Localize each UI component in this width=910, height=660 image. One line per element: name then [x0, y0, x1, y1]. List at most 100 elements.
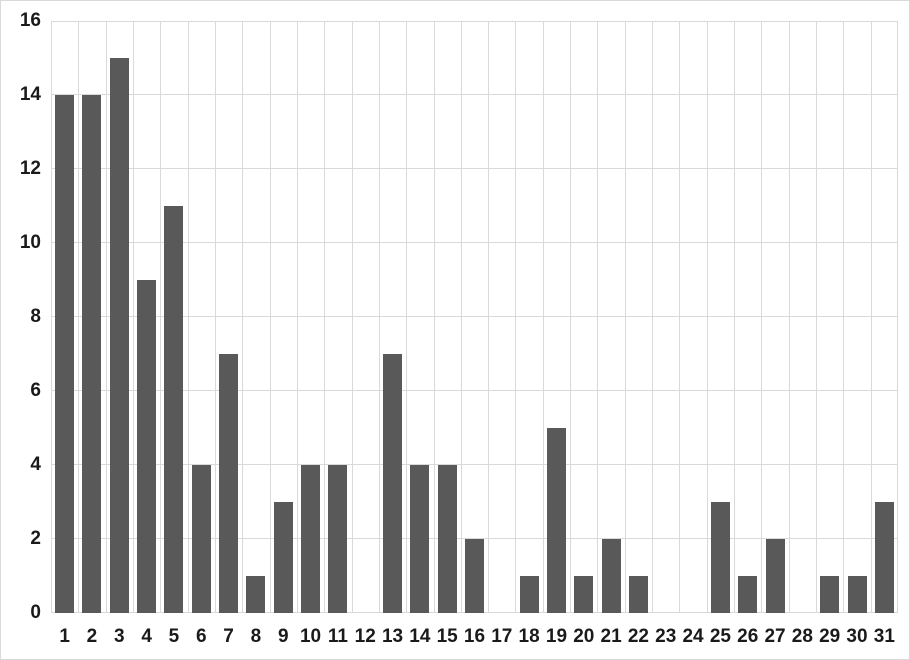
x-tick-label: 26 [737, 626, 759, 647]
bar-day-14 [410, 465, 430, 613]
bar-day-16 [465, 539, 484, 613]
bar-day-13 [383, 354, 403, 613]
bar-day-8 [246, 576, 266, 613]
vertical-gridline [652, 21, 653, 613]
x-tick-label: 15 [436, 626, 458, 647]
y-tick-label: 4 [30, 454, 41, 475]
horizontal-gridline [51, 21, 898, 22]
vertical-gridline [570, 21, 571, 613]
vertical-gridline [789, 21, 790, 613]
vertical-gridline [597, 21, 598, 613]
x-tick-label: 23 [655, 626, 677, 647]
vertical-gridline [679, 21, 680, 613]
bar-day-4 [137, 280, 157, 613]
vertical-gridline [51, 21, 52, 613]
x-tick-label: 13 [381, 626, 404, 647]
vertical-gridline [352, 21, 353, 613]
bar-day-11 [328, 465, 348, 613]
bar-day-22 [628, 576, 648, 613]
x-tick-label: 2 [86, 626, 98, 647]
x-tick-label: 9 [277, 626, 289, 647]
y-tick-label: 0 [30, 602, 41, 623]
x-tick-label: 25 [709, 626, 731, 647]
x-tick-label: 7 [223, 626, 234, 647]
vertical-gridline [406, 21, 407, 613]
vertical-gridline [379, 21, 380, 613]
vertical-gridline [761, 21, 762, 613]
y-tick-label: 6 [30, 380, 41, 401]
x-tick-label: 1 [59, 626, 70, 647]
x-tick-label: 29 [819, 626, 841, 647]
y-tick-label: 12 [19, 158, 41, 179]
x-tick-label: 12 [354, 626, 376, 647]
x-tick-label: 10 [299, 626, 322, 647]
horizontal-gridline [51, 242, 898, 243]
x-tick-label: 5 [168, 626, 180, 647]
vertical-gridline [215, 21, 216, 613]
bar-day-21 [601, 539, 621, 613]
vertical-gridline [461, 21, 462, 613]
vertical-gridline [242, 21, 243, 613]
vertical-gridline [488, 21, 489, 613]
x-tick-label: 16 [463, 626, 486, 647]
bar-day-15 [437, 465, 457, 613]
y-tick-label: 14 [19, 84, 41, 105]
y-tick-label: 16 [19, 10, 41, 31]
bar-day-27 [765, 539, 785, 613]
vertical-gridline [188, 21, 189, 613]
x-tick-label: 31 [873, 626, 895, 647]
bar-day-10 [301, 465, 321, 613]
vertical-gridline [871, 21, 872, 613]
vertical-gridline [324, 21, 325, 613]
vertical-gridline [106, 21, 107, 613]
vertical-gridline [297, 21, 298, 613]
vertical-gridline [434, 21, 435, 613]
x-tick-label: 4 [141, 626, 152, 647]
x-tick-label: 20 [573, 626, 595, 647]
x-tick-label: 27 [764, 626, 786, 647]
x-tick-label: 14 [409, 626, 431, 647]
vertical-gridline [270, 21, 271, 613]
horizontal-gridline [51, 168, 898, 169]
vertical-gridline [133, 21, 134, 613]
y-tick-label: 8 [30, 306, 41, 327]
horizontal-gridline [51, 316, 898, 317]
bar-day-7 [219, 354, 239, 613]
x-tick-label: 3 [114, 626, 125, 647]
horizontal-gridline [51, 538, 898, 539]
bar-day-2 [82, 95, 102, 613]
vertical-gridline [625, 21, 626, 613]
bar-day-18 [519, 576, 539, 613]
horizontal-gridline [51, 464, 898, 465]
vertical-gridline [843, 21, 844, 613]
x-tick-label: 8 [250, 626, 262, 647]
vertical-gridline [78, 21, 79, 613]
x-tick-label: 21 [600, 626, 622, 647]
bar-day-6 [191, 465, 211, 613]
vertical-gridline [543, 21, 544, 613]
x-tick-label: 24 [682, 626, 704, 647]
bar-day-29 [820, 576, 840, 613]
bar-day-31 [874, 502, 894, 613]
x-tick-label: 11 [327, 626, 348, 647]
bar-day-25 [710, 502, 730, 613]
bar-day-9 [273, 502, 293, 613]
horizontal-gridline [51, 390, 898, 391]
y-tick-label: 10 [19, 232, 41, 253]
bar-day-26 [738, 576, 758, 613]
vertical-gridline [515, 21, 516, 613]
x-tick-label: 18 [518, 626, 540, 647]
y-tick-label: 2 [30, 528, 41, 549]
vertical-gridline [897, 21, 898, 613]
bar-day-1 [55, 95, 75, 613]
bar-day-20 [574, 576, 594, 613]
horizontal-gridline [51, 94, 898, 95]
bar-day-3 [109, 58, 129, 613]
x-tick-label: 22 [627, 626, 649, 647]
x-tick-label: 6 [195, 626, 207, 647]
bar-day-5 [164, 206, 184, 613]
plot-area [51, 21, 898, 613]
bar-day-19 [546, 428, 566, 613]
vertical-gridline [816, 21, 817, 613]
